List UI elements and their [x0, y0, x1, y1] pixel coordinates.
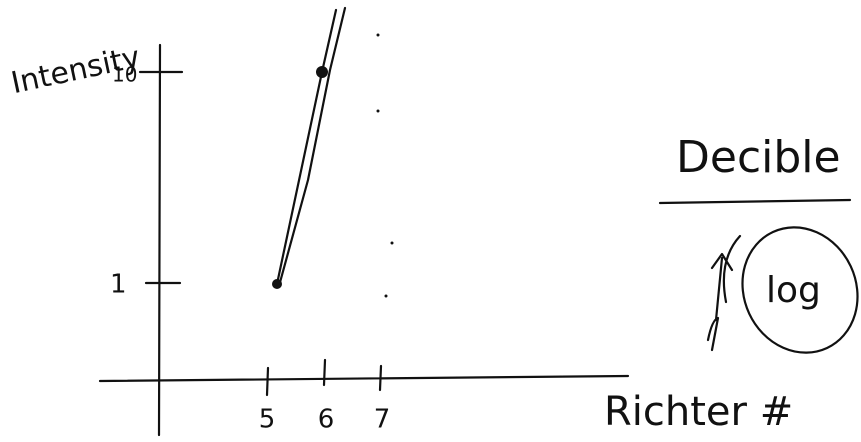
- dot: [377, 110, 380, 113]
- point: [272, 279, 282, 289]
- dot: [385, 295, 388, 298]
- underline: [660, 200, 850, 203]
- sketch: Intensity 10 1 5 6 7 Richter # Decible l…: [0, 0, 861, 442]
- dot: [377, 34, 380, 37]
- y-axis: [159, 45, 160, 435]
- curve: [279, 8, 345, 286]
- y-tick-label: 1: [110, 270, 127, 300]
- circled-note: log: [766, 270, 821, 311]
- x-tick: [324, 360, 325, 385]
- x-tick: [267, 368, 268, 395]
- point: [316, 66, 328, 78]
- x-tick: [380, 366, 381, 390]
- y-tick-label: 10: [112, 63, 137, 87]
- x-tick-label: 6: [318, 405, 335, 435]
- x-tick-label: 7: [374, 405, 391, 435]
- curve: [277, 10, 336, 284]
- dot: [391, 242, 394, 245]
- note-title: Decible: [676, 132, 841, 183]
- x-axis: [100, 376, 628, 381]
- x-tick-label: 5: [259, 405, 276, 435]
- arrows: [708, 236, 740, 350]
- x-axis-label: Richter #: [604, 389, 793, 435]
